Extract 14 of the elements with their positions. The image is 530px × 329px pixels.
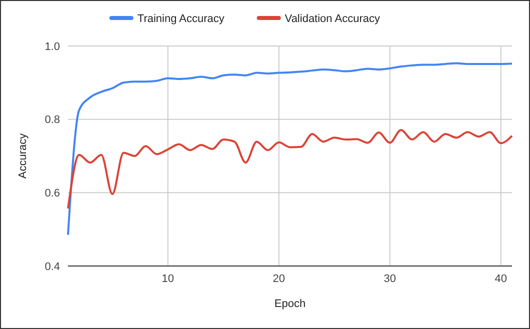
line-series: [67, 128, 513, 210]
y-tick-label: 0.8: [44, 114, 60, 126]
legend-label: Training Accuracy: [137, 12, 225, 25]
y-tick-label: 1.0: [44, 40, 60, 53]
y-tick-label: 0.4: [44, 260, 60, 273]
y-axis-title: Accuracy: [17, 132, 29, 179]
x-tick-label: 30: [384, 273, 396, 285]
x-tick-label: 20: [272, 273, 286, 285]
x-tick-label: 10: [162, 273, 174, 285]
x-tick-label: 40: [494, 273, 508, 285]
line-series: [67, 62, 513, 236]
legend-label: Validation Accuracy: [284, 12, 380, 25]
x-axis-title: Epoch: [274, 298, 306, 310]
y-tick-label: 0.6: [44, 188, 60, 200]
